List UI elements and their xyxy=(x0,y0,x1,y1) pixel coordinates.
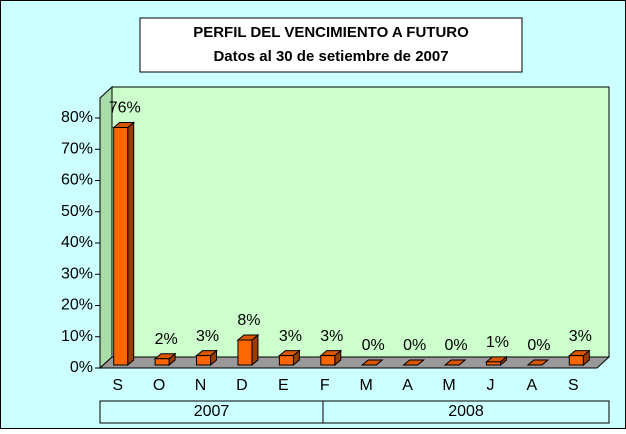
bar xyxy=(278,355,294,366)
x-tick-label: S xyxy=(112,377,123,394)
bar-top xyxy=(402,359,426,366)
value-label: 8% xyxy=(237,312,260,329)
bar xyxy=(113,127,129,366)
x-tick-label: D xyxy=(236,377,248,394)
y-tick-label: 40% xyxy=(61,234,93,251)
side-wall xyxy=(99,85,113,370)
value-label: 3% xyxy=(569,328,592,345)
bar-top xyxy=(526,359,550,366)
bar xyxy=(320,355,336,366)
y-tick-label: 80% xyxy=(61,109,93,126)
chart-title: PERFIL DEL VENCIMIENTO A FUTURO xyxy=(193,24,469,41)
value-label: 0% xyxy=(362,337,385,354)
floor xyxy=(98,356,611,369)
bar-top xyxy=(443,359,467,366)
x-tick-label: S xyxy=(568,377,579,394)
y-tick-label: 10% xyxy=(61,328,93,345)
bar-top xyxy=(360,359,384,366)
x-tick-label: M xyxy=(360,377,373,394)
value-label: 2% xyxy=(155,331,178,348)
x-tick-label: O xyxy=(153,377,165,394)
x-tick-label: E xyxy=(278,377,289,394)
bar xyxy=(485,361,501,366)
x-tick-label: A xyxy=(402,377,413,394)
y-tick-label: 0% xyxy=(70,359,93,376)
group-box xyxy=(99,400,610,424)
value-label: 3% xyxy=(279,328,302,345)
y-tick-label: 60% xyxy=(61,172,93,189)
x-tick-label: A xyxy=(527,377,538,394)
value-label: 3% xyxy=(196,328,219,345)
value-label: 0% xyxy=(444,337,467,354)
value-label: 3% xyxy=(320,328,343,345)
bar-side xyxy=(127,121,135,367)
y-tick-label: 30% xyxy=(61,265,93,282)
value-label: 76% xyxy=(109,100,141,117)
bar xyxy=(568,355,584,366)
chart-subtitle: Datos al 30 de setiembre de 2007 xyxy=(213,48,448,65)
x-tick-label: J xyxy=(486,377,494,394)
bar xyxy=(196,355,212,366)
x-tick-label: M xyxy=(442,377,455,394)
group-label: 2007 xyxy=(194,403,230,420)
x-tick-label: F xyxy=(320,377,330,394)
bar xyxy=(237,339,253,366)
back-wall xyxy=(111,86,610,358)
title-box xyxy=(139,17,523,73)
value-label: 1% xyxy=(486,334,509,351)
y-tick-label: 50% xyxy=(61,203,93,220)
x-tick-label: N xyxy=(195,377,207,394)
value-label: 0% xyxy=(403,337,426,354)
bar xyxy=(154,358,170,366)
value-label: 0% xyxy=(527,337,550,354)
y-tick-label: 20% xyxy=(61,297,93,314)
y-tick-label: 70% xyxy=(61,140,93,157)
group-label: 2008 xyxy=(448,403,484,420)
